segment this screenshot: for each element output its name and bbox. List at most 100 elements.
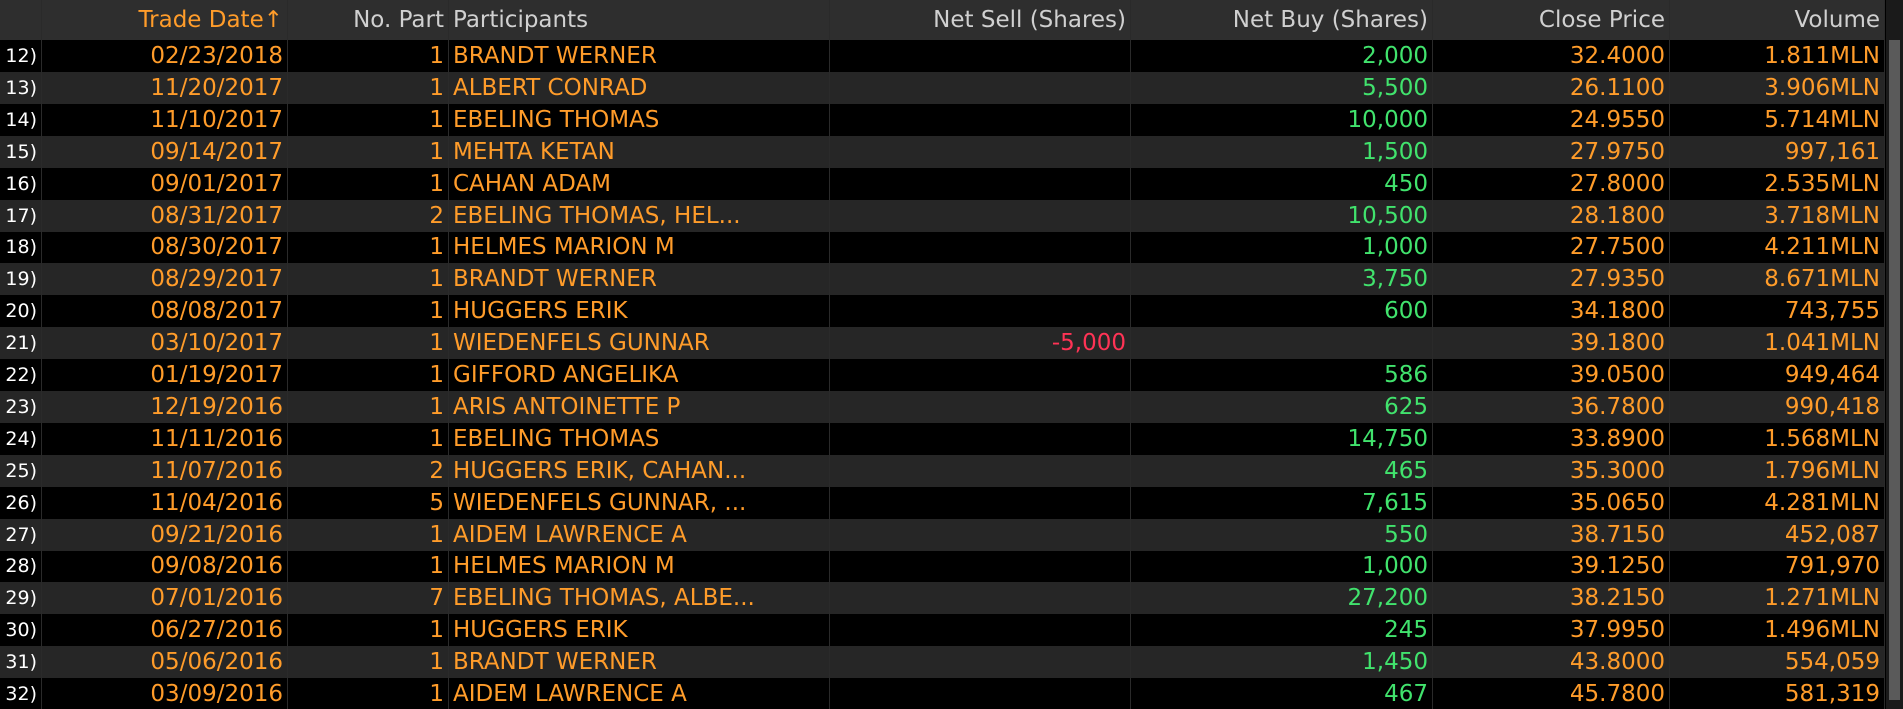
table-row[interactable]: 24) 11/11/2016 1 EBELING THOMAS 14,750 33.890… (0, 422, 1885, 455)
num-participants: 7 (288, 582, 449, 615)
net-sell (830, 359, 1131, 391)
num-participants: 1 (288, 103, 449, 136)
volume: 3.718MLN (1670, 199, 1885, 232)
column-header[interactable]: Close Price (1433, 0, 1670, 40)
net-buy: 467 (1131, 678, 1433, 709)
net-buy: 550 (1131, 518, 1433, 551)
table-row[interactable]: 21) 03/10/2017 1 WIEDENFELS GUNNAR -5,000 39.… (0, 327, 1885, 360)
table-row[interactable]: 19) 08/29/2017 1 BRANDT WERNER 3,750 27.9350 8… (0, 263, 1885, 296)
trade-date: 08/30/2017 (42, 231, 288, 264)
net-sell (830, 199, 1131, 232)
row-index: 20) (0, 295, 42, 328)
table-row[interactable]: 17) 08/31/2017 2 EBELING THOMAS, HEL... 10,5… (0, 199, 1885, 232)
participants: HELMES MARION M (449, 550, 830, 583)
close-price: 27.9350 (1433, 263, 1670, 296)
participants: EBELING THOMAS (449, 103, 830, 136)
trade-date: 11/04/2016 (42, 486, 288, 519)
row-index: 31) (0, 646, 42, 679)
scrollbar[interactable] (1886, 0, 1903, 709)
net-buy: 10,000 (1131, 103, 1433, 136)
volume: 8.671MLN (1670, 263, 1885, 296)
table-row[interactable]: 16) 09/01/2017 1 CAHAN ADAM 450 27.8000 2.535M… (0, 167, 1885, 200)
table-row[interactable]: 13) 11/20/2017 1 ALBERT CONRAD 5,500 26.1100 3… (0, 71, 1885, 104)
net-buy: 2,000 (1131, 40, 1433, 72)
column-header[interactable]: Volume (1670, 0, 1885, 40)
num-participants: 1 (288, 390, 449, 423)
participants: BRANDT WERNER (449, 40, 830, 72)
table-row[interactable]: 27) 09/21/2016 1 AIDEM LAWRENCE A 550 38.7150… (0, 518, 1885, 551)
table-row[interactable]: 18) 08/30/2017 1 HELMES MARION M 1,000 27.750… (0, 231, 1885, 264)
trade-date: 01/19/2017 (42, 359, 288, 391)
num-participants: 5 (288, 486, 449, 519)
net-sell (830, 678, 1131, 709)
num-participants: 1 (288, 550, 449, 583)
column-header[interactable]: Trade Date↑ (42, 0, 288, 40)
table-row[interactable]: 15) 09/14/2017 1 MEHTA KETAN 1,500 27.9750 997… (0, 135, 1885, 168)
close-price: 35.3000 (1433, 454, 1670, 487)
table-row[interactable]: 12) 02/23/2018 1 BRANDT WERNER 2,000 32.4000 1… (0, 40, 1885, 72)
participants: HUGGERS ERIK, CAHAN... (449, 454, 830, 487)
trade-date: 09/08/2016 (42, 550, 288, 583)
close-price: 32.4000 (1433, 40, 1670, 72)
net-buy: 465 (1131, 454, 1433, 487)
net-sell: -5,000 (830, 327, 1131, 360)
net-sell (830, 295, 1131, 328)
table-row[interactable]: 14) 11/10/2017 1 EBELING THOMAS 10,000 24.955… (0, 103, 1885, 136)
net-buy: 1,500 (1131, 135, 1433, 168)
row-index: 14) (0, 103, 42, 136)
trade-date: 09/21/2016 (42, 518, 288, 551)
trade-date: 07/01/2016 (42, 582, 288, 615)
table-row[interactable]: 28) 09/08/2016 1 HELMES MARION M 1,000 39.125… (0, 550, 1885, 583)
volume: 452,087 (1670, 518, 1885, 551)
net-sell (830, 231, 1131, 264)
net-sell (830, 518, 1131, 551)
close-price: 27.8000 (1433, 167, 1670, 200)
trade-date: 06/27/2016 (42, 614, 288, 647)
num-participants: 1 (288, 71, 449, 104)
participants: WIEDENFELS GUNNAR (449, 327, 830, 360)
participants: AIDEM LAWRENCE A (449, 678, 830, 709)
table-row[interactable]: 29) 07/01/2016 7 EBELING THOMAS, ALBE... 27,… (0, 582, 1885, 615)
column-header[interactable]: No. Part (288, 0, 449, 40)
net-sell (830, 167, 1131, 200)
table-row[interactable]: 22) 01/19/2017 1 GIFFORD ANGELIKA 586 39.0500… (0, 359, 1885, 391)
num-participants: 2 (288, 454, 449, 487)
volume: 949,464 (1670, 359, 1885, 391)
table-row[interactable]: 23) 12/19/2016 1 ARIS ANTOINETTE P 625 36.780… (0, 390, 1885, 423)
participants: BRANDT WERNER (449, 263, 830, 296)
volume: 1.568MLN (1670, 422, 1885, 455)
table-row[interactable]: 32) 03/09/2016 1 AIDEM LAWRENCE A 467 45.7800… (0, 678, 1885, 709)
trade-date: 09/14/2017 (42, 135, 288, 168)
table-row[interactable]: 25) 11/07/2016 2 HUGGERS ERIK, CAHAN... 465 3… (0, 454, 1885, 487)
close-price: 24.9550 (1433, 103, 1670, 136)
table-row[interactable]: 31) 05/06/2016 1 BRANDT WERNER 1,450 43.8000 5… (0, 646, 1885, 679)
participants: EBELING THOMAS (449, 422, 830, 455)
row-index: 23) (0, 390, 42, 423)
net-sell (830, 422, 1131, 455)
participants: EBELING THOMAS, HEL... (449, 199, 830, 232)
net-buy: 10,500 (1131, 199, 1433, 232)
row-index: 26) (0, 486, 42, 519)
column-header[interactable]: Net Sell (Shares) (830, 0, 1131, 40)
row-index: 27) (0, 518, 42, 551)
row-index: 30) (0, 614, 42, 647)
table-row[interactable]: 30) 06/27/2016 1 HUGGERS ERIK 245 37.9950 1.49… (0, 614, 1885, 647)
close-price: 39.1800 (1433, 327, 1670, 360)
table-row[interactable]: 26) 11/04/2016 5 WIEDENFELS GUNNAR, ... 7,61… (0, 486, 1885, 519)
num-participants: 2 (288, 199, 449, 232)
participants: AIDEM LAWRENCE A (449, 518, 830, 551)
scroll-thumb[interactable] (1889, 40, 1900, 700)
volume: 990,418 (1670, 390, 1885, 423)
num-participants: 1 (288, 359, 449, 391)
close-price: 35.0650 (1433, 486, 1670, 519)
table-row[interactable]: 20) 08/08/2017 1 HUGGERS ERIK 600 34.1800 743,… (0, 295, 1885, 328)
participants: HELMES MARION M (449, 231, 830, 264)
net-buy: 1,000 (1131, 550, 1433, 583)
column-header[interactable]: Participants (449, 0, 830, 40)
participants: ALBERT CONRAD (449, 71, 830, 104)
participants: CAHAN ADAM (449, 167, 830, 200)
trade-date: 03/10/2017 (42, 327, 288, 360)
net-buy: 1,450 (1131, 646, 1433, 679)
column-header[interactable]: Net Buy (Shares) (1131, 0, 1433, 40)
